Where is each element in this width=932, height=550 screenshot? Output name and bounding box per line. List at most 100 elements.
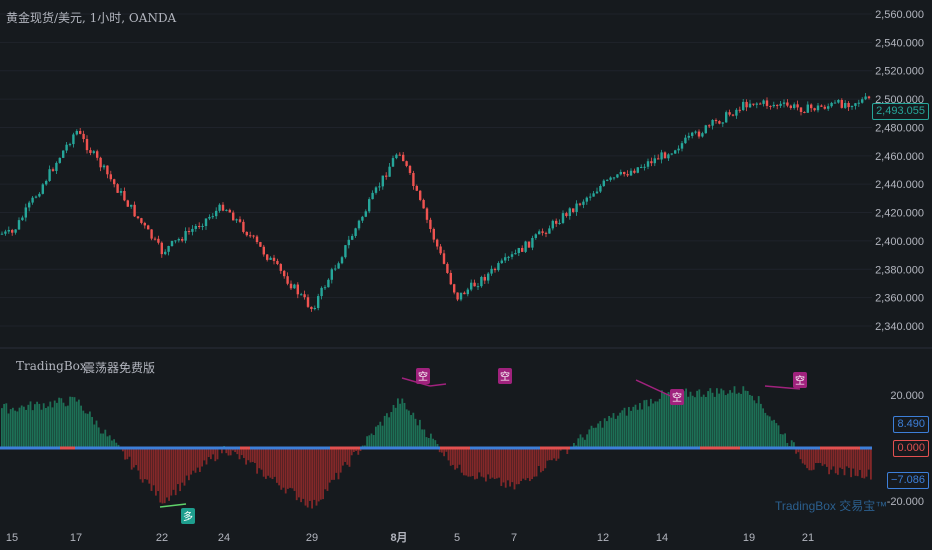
oscillator-bar [34, 404, 36, 448]
short-signal-marker[interactable] [670, 389, 684, 405]
candle-body [99, 157, 102, 168]
candle-body [272, 257, 276, 261]
candle-body [215, 210, 218, 217]
candle-body [677, 148, 680, 151]
oscillator-bar [419, 419, 421, 448]
oscillator-bar [650, 398, 652, 448]
oscillator-bar [661, 390, 663, 448]
price-tick-label: 2,560.000 [875, 9, 924, 21]
oscillator-bar [823, 448, 826, 465]
candle-body [283, 270, 286, 277]
oscillator-bar [557, 448, 560, 459]
oscillator-bar [18, 407, 21, 448]
oscillator-bar [40, 409, 43, 448]
oscillator-bar [526, 448, 529, 479]
signal-label: 空 [418, 370, 428, 383]
candle-body [116, 184, 119, 193]
oscillator-bar [865, 448, 868, 477]
oscillator-bar [203, 448, 206, 461]
oscillator-bar [434, 440, 437, 448]
candle-body [293, 284, 296, 289]
candle-body [334, 268, 337, 270]
oscillator-bar [733, 386, 736, 448]
oscillator-bar [157, 448, 159, 492]
oscillator-bar [540, 448, 542, 473]
oscillator-bar [735, 393, 738, 448]
candle-body [17, 220, 21, 230]
time-axis[interactable]: 15 17 22 24 29 8月 5 7 12 14 19 21 [6, 531, 814, 544]
time-tick-label: 17 [70, 532, 82, 544]
signal-connector-long [159, 503, 187, 508]
oscillator-bar [414, 418, 417, 448]
oscillator-bar [56, 402, 58, 448]
candle-body [449, 272, 452, 285]
oscillator-bar [126, 448, 129, 460]
short-signal-marker[interactable] [416, 368, 430, 384]
long-signal-marker[interactable] [181, 508, 195, 524]
oscillator-bar [331, 448, 333, 480]
oscillator-bar [795, 448, 797, 454]
short-signal-marker[interactable] [498, 368, 512, 384]
oscillator-bar [548, 448, 551, 461]
oscillator-bar [14, 410, 16, 448]
short-signal-marker[interactable] [793, 372, 807, 388]
candle-body [595, 191, 599, 194]
oscillator-bar [581, 437, 584, 448]
price-pane-title: 黄金现货/美元, 1小时, OANDA [6, 11, 177, 25]
oscillator-bar [315, 448, 318, 506]
candle-body [194, 225, 197, 229]
candle-body [612, 177, 616, 179]
oscillator-bar [480, 448, 483, 477]
candle-body [456, 292, 459, 300]
oscillator-bar [713, 396, 716, 448]
candle-body [861, 99, 864, 103]
oscillator-bar [870, 448, 872, 480]
candle-body [136, 216, 140, 219]
oscillator-bar [45, 407, 47, 448]
oscillator-bar [812, 448, 815, 470]
candle-body [490, 268, 493, 274]
oscillator-bar [553, 448, 555, 459]
price-candles [0, 92, 871, 312]
oscillator-bar [401, 398, 404, 448]
oscillator-bar [665, 393, 668, 448]
oscillator-bar [489, 448, 492, 479]
oscillator-bar [73, 397, 76, 448]
candle-body [504, 257, 507, 261]
oscillator-bar [529, 448, 531, 482]
candle-body [160, 242, 163, 255]
oscillator-bar [421, 429, 423, 448]
candle-body [582, 201, 585, 205]
candle-body [864, 96, 867, 100]
oscillator-bar [42, 403, 45, 448]
oscillator-bar [49, 401, 52, 448]
candle-body [7, 230, 10, 232]
oscillator-bar [199, 448, 201, 472]
oscillator-bar [333, 448, 335, 480]
oscillator-bar [397, 398, 399, 448]
oscillator-bar [441, 448, 443, 453]
candle-body [177, 239, 180, 241]
candle-body [578, 203, 582, 205]
price-tick-label: 2,420.000 [875, 208, 924, 220]
candle-body [772, 104, 775, 107]
candle-body [235, 219, 238, 221]
oscillator-bar [643, 400, 646, 448]
candle-body [616, 174, 619, 178]
oscillator-bar [522, 448, 525, 479]
candle-body [184, 231, 187, 241]
oscillator-bar [551, 448, 553, 461]
oscillator-tick-label: 20.000 [890, 390, 924, 402]
time-tick-label: 22 [156, 532, 168, 544]
oscillator-bar [485, 448, 487, 482]
oscillator-bar [619, 412, 621, 448]
candle-body [619, 171, 622, 175]
oscillator-bar [687, 396, 690, 448]
oscillator-bar [23, 406, 25, 448]
oscillator-axis[interactable]: 20.000 -20.000 [887, 390, 924, 508]
candle-body [473, 282, 476, 287]
oscillator-bar [793, 442, 795, 448]
price-axis[interactable]: 2,560.0002,540.0002,520.0002,500.0002,48… [875, 9, 924, 333]
oscillator-bar [159, 448, 162, 503]
